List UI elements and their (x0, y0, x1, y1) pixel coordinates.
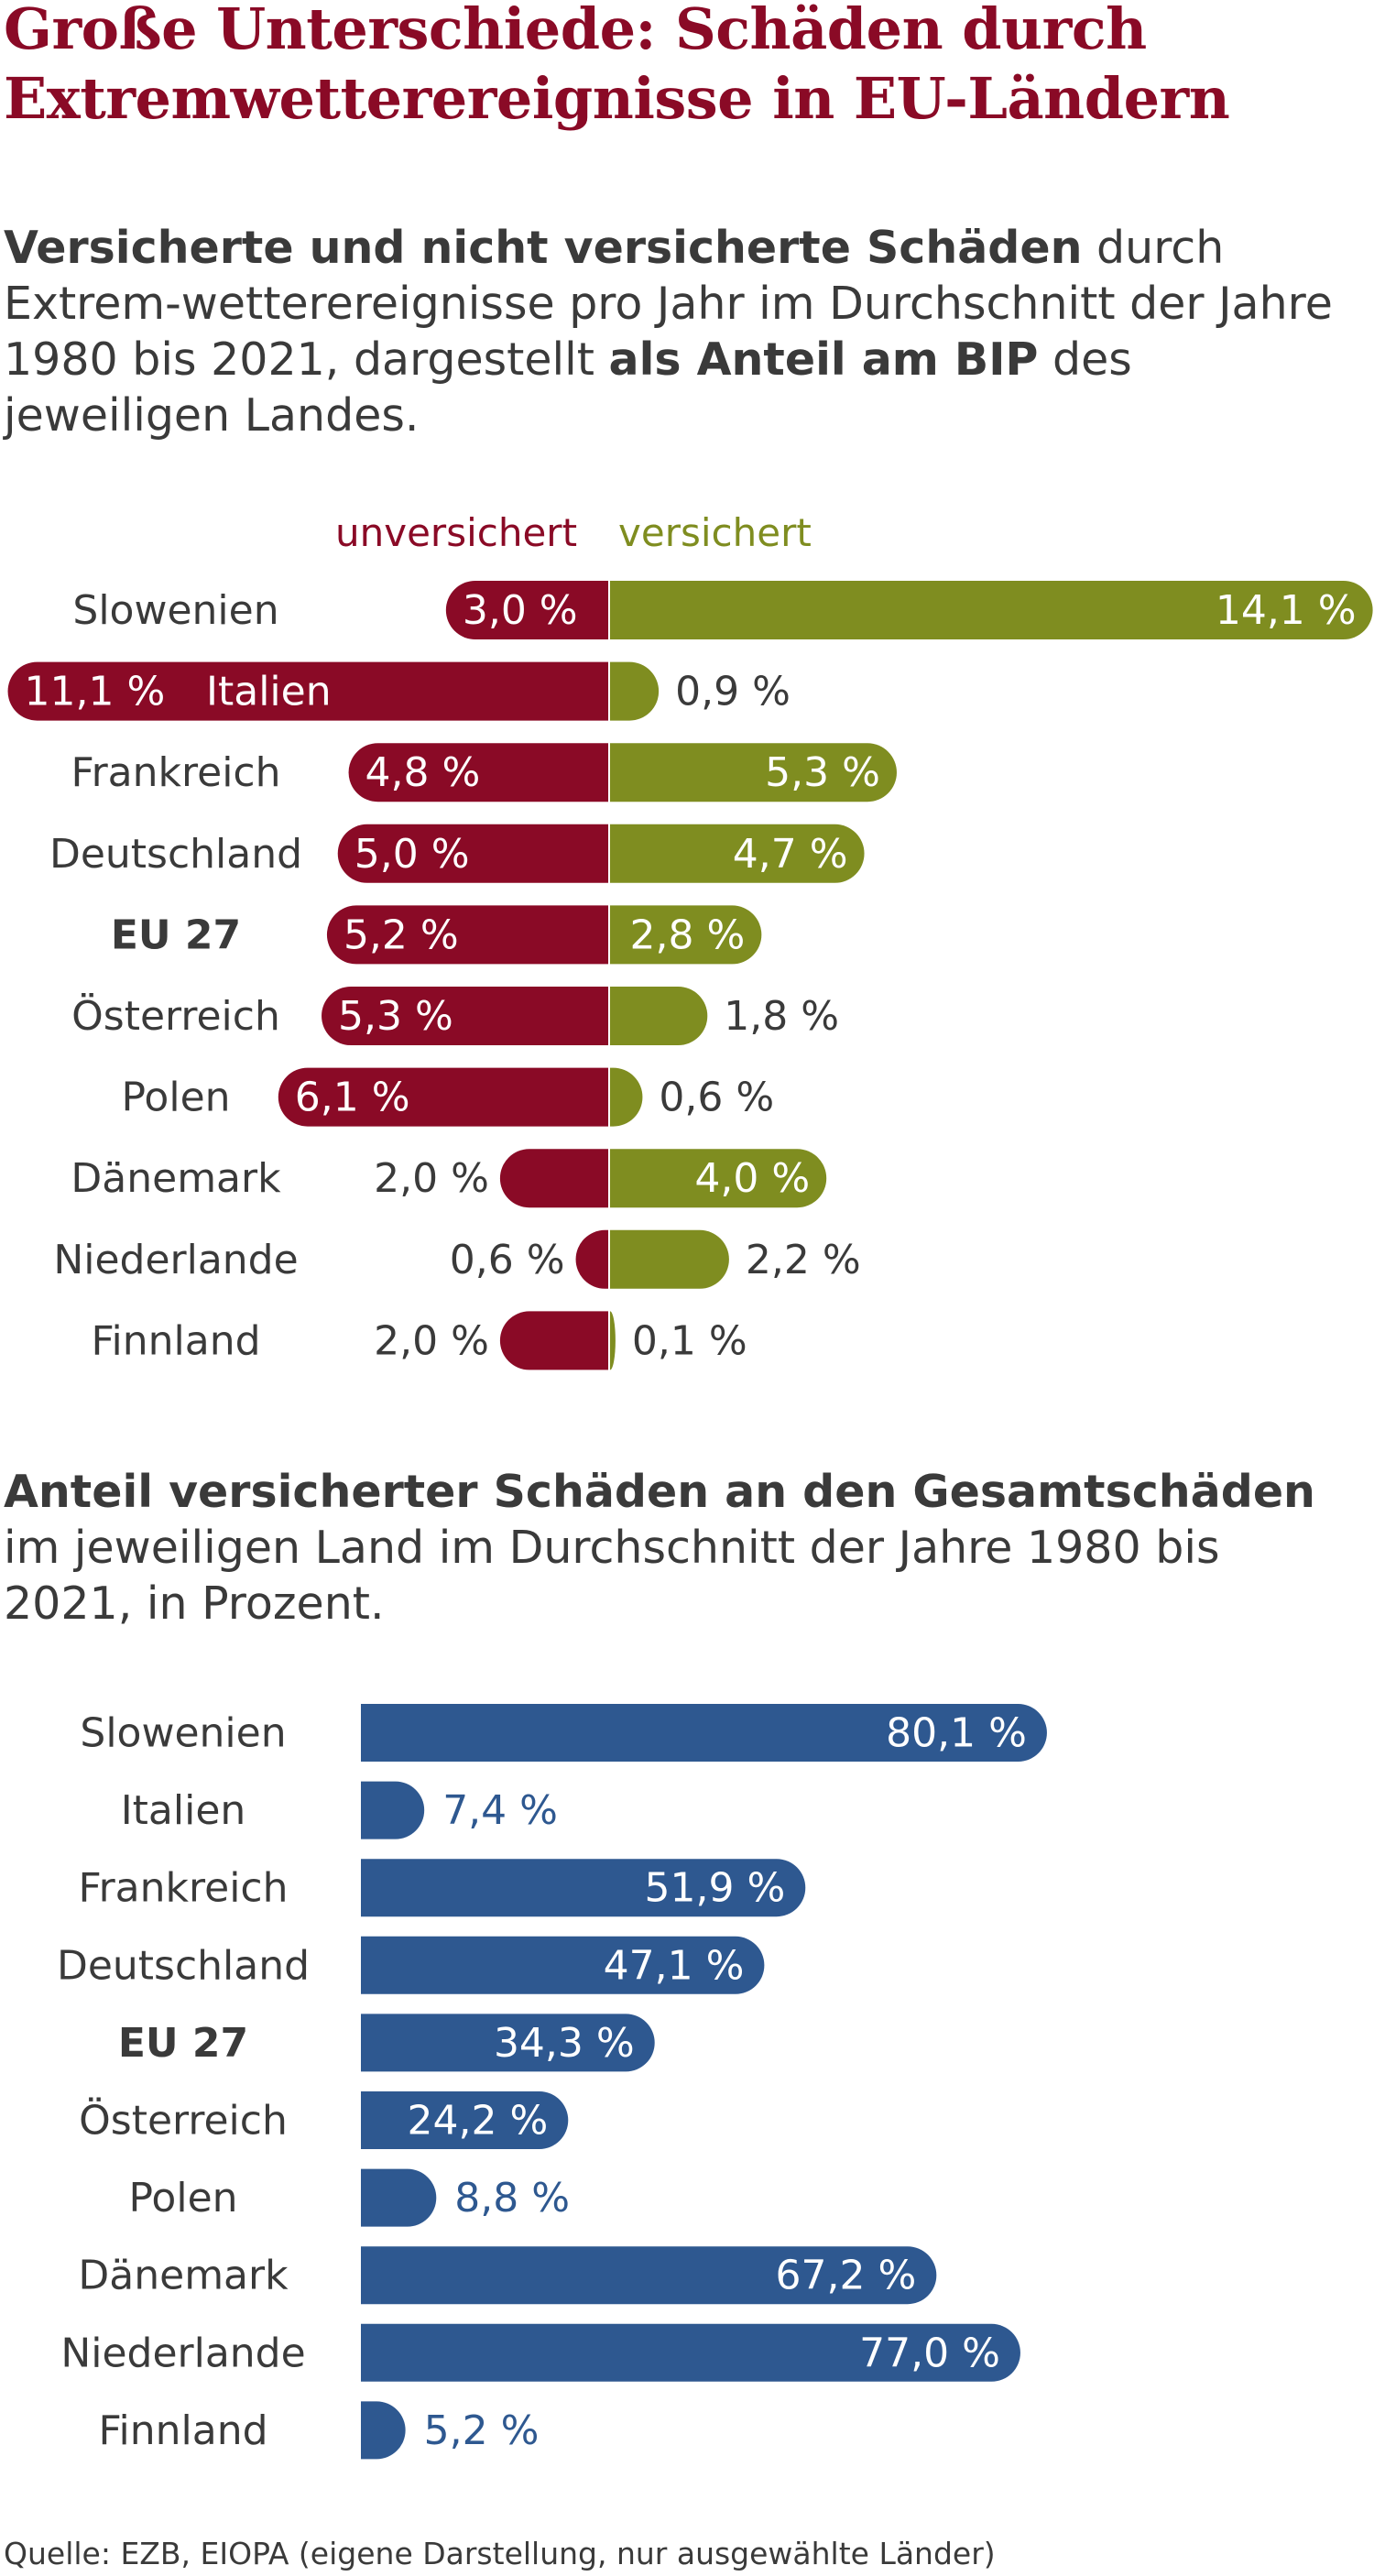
bar-insured-polen (610, 1067, 643, 1127)
value-label-share-finnland: 5,2 % (424, 2407, 540, 2454)
bar-share-finnland (361, 2401, 406, 2460)
title-line-1: Große Unterschiede: Schäden durch (4, 0, 1147, 62)
value-label-insured-polen: 0,6 % (659, 1075, 774, 1121)
value-label-uninsured-italien: 11,1 % (25, 669, 166, 715)
value-label-insured-niederlande: 2,2 % (746, 1237, 861, 1283)
chart1-subtitle: Versicherte und nicht versicherte Schäde… (4, 220, 1359, 443)
chart1-subtitle-bold-2: als Anteil am BIP (608, 333, 1039, 386)
bar-share-deutschland (361, 1936, 765, 1994)
value-label-uninsured-frankreich: 4,8 % (365, 749, 481, 796)
bar-uninsured-niederlande (575, 1229, 608, 1289)
value-label-uninsured-finnland: 2,0 % (374, 1317, 489, 1364)
bar-insured-slowenien (610, 581, 1373, 639)
page-title: Große Unterschiede: Schäden durch Extrem… (4, 0, 1369, 134)
value-label-uninsured-österreich: 5,3 % (338, 993, 453, 1040)
bar-insured-italien (610, 661, 660, 721)
bar-insured-deutschland (610, 824, 865, 883)
bar-share-polen (361, 2168, 437, 2227)
title-line-2: Extremwetterereignisse in EU-Ländern (4, 65, 1230, 132)
bar-share-italien (361, 1781, 425, 1839)
value-label-share-slowenien: 80,1 % (886, 1710, 1027, 1757)
chart2-subtitle-bold: Anteil versicherter Schäden an den Gesam… (4, 1466, 1315, 1518)
category-label-share-italien: Italien (121, 1787, 246, 1834)
bar-uninsured-italien (7, 661, 609, 721)
bar-uninsured-eu-27 (326, 905, 608, 965)
category-label-share-niederlande: Niederlande (60, 2330, 305, 2376)
category-label-slowenien: Slowenien (72, 587, 278, 634)
category-label-italien: Italien (206, 669, 332, 715)
value-label-uninsured-polen: 6,1 % (295, 1075, 410, 1121)
value-label-uninsured-deutschland: 5,0 % (354, 831, 470, 878)
value-label-insured-italien: 0,9 % (675, 669, 791, 715)
value-label-uninsured-dänemark: 2,0 % (374, 1155, 489, 1202)
value-label-share-frankreich: 51,9 % (644, 1865, 785, 1912)
bar-insured-finnland (610, 1311, 616, 1370)
bar-insured-dänemark (610, 1149, 827, 1208)
value-label-share-polen: 8,8 % (454, 2175, 570, 2221)
value-label-share-niederlande: 77,0 % (859, 2330, 1000, 2376)
bar-share-frankreich (361, 1859, 806, 1917)
bar-share-österreich (361, 2091, 569, 2149)
chart2-subtitle: Anteil versicherter Schäden an den Gesam… (4, 1464, 1359, 1632)
chart2-subtitle-text: im jeweiligen Land im Durchschnitt der J… (4, 1522, 1220, 1630)
bar-uninsured-slowenien (445, 581, 608, 639)
bar-uninsured-frankreich (348, 743, 608, 802)
legend-uninsured: unversichert (335, 510, 578, 555)
bar-uninsured-österreich (322, 987, 608, 1045)
category-label-polen: Polen (121, 1075, 230, 1121)
value-label-share-dänemark: 67,2 % (776, 2253, 917, 2299)
value-label-insured-frankreich: 5,3 % (765, 749, 880, 796)
category-label-dänemark: Dänemark (71, 1155, 281, 1202)
category-label-share-deutschland: Deutschland (57, 1942, 310, 1989)
value-label-insured-österreich: 1,8 % (724, 993, 839, 1040)
category-label-share-eu-27: EU 27 (118, 2020, 248, 2067)
value-label-insured-eu-27: 2,8 % (630, 911, 746, 958)
value-label-share-eu-27: 34,3 % (494, 2020, 635, 2067)
value-label-uninsured-slowenien: 3,0 % (463, 587, 578, 634)
category-label-share-slowenien: Slowenien (80, 1710, 286, 1757)
value-label-insured-dänemark: 4,0 % (694, 1155, 810, 1202)
bar-insured-frankreich (610, 743, 897, 802)
value-label-insured-finnland: 0,1 % (632, 1317, 747, 1364)
legend-insured: versichert (618, 510, 812, 555)
source-note: Quelle: EZB, EIOPA (eigene Darstellung, … (4, 2536, 996, 2571)
bar-uninsured-polen (278, 1067, 608, 1127)
diverging-bar-chart: Slowenien 3,0 % 14,1 % Italien 11,1 % 0,9 % Fr… (7, 581, 1373, 1370)
value-label-share-deutschland: 47,1 % (604, 1942, 745, 1989)
share-bar-chart: Slowenien 80,1 % Italien 7,4 % Frankreich 51,… (57, 1704, 1047, 2460)
bar-uninsured-deutschland (337, 824, 608, 883)
category-label-share-österreich: Österreich (79, 2097, 288, 2145)
bar-share-slowenien (361, 1704, 1047, 1762)
bar-share-eu-27 (361, 2014, 655, 2072)
category-label-deutschland: Deutschland (49, 831, 302, 878)
category-label-österreich: Österreich (71, 992, 280, 1040)
category-label-finnland: Finnland (91, 1317, 260, 1364)
category-label-share-polen: Polen (128, 2175, 237, 2221)
category-label-niederlande: Niederlande (53, 1237, 298, 1283)
bar-share-niederlande (361, 2323, 1020, 2382)
bar-share-dänemark (361, 2246, 937, 2305)
category-label-share-frankreich: Frankreich (78, 1865, 288, 1912)
value-label-uninsured-eu-27: 5,2 % (344, 911, 459, 958)
category-label-share-dänemark: Dänemark (78, 2253, 289, 2299)
bar-insured-niederlande (610, 1229, 729, 1289)
chart1-subtitle-bold: Versicherte und nicht versicherte Schäde… (4, 222, 1083, 274)
bar-uninsured-dänemark (499, 1149, 608, 1208)
chart1-subtitle-text-2: des jeweiligen Landes. (4, 333, 1132, 442)
category-label-eu-27: EU 27 (111, 911, 241, 958)
chart1-subtitle-text: durch Extrem-wetterereignisse pro Jahr i… (4, 222, 1333, 386)
category-label-frankreich: Frankreich (71, 749, 280, 796)
value-label-share-italien: 7,4 % (442, 1787, 558, 1834)
value-label-share-österreich: 24,2 % (408, 2098, 549, 2145)
category-label-share-finnland: Finnland (98, 2407, 267, 2454)
bar-insured-eu-27 (610, 905, 762, 965)
value-label-insured-slowenien: 14,1 % (1216, 587, 1357, 634)
value-label-insured-deutschland: 4,7 % (733, 831, 848, 878)
bar-uninsured-finnland (499, 1311, 608, 1370)
value-label-uninsured-niederlande: 0,6 % (450, 1237, 565, 1283)
bar-insured-österreich (610, 987, 708, 1045)
